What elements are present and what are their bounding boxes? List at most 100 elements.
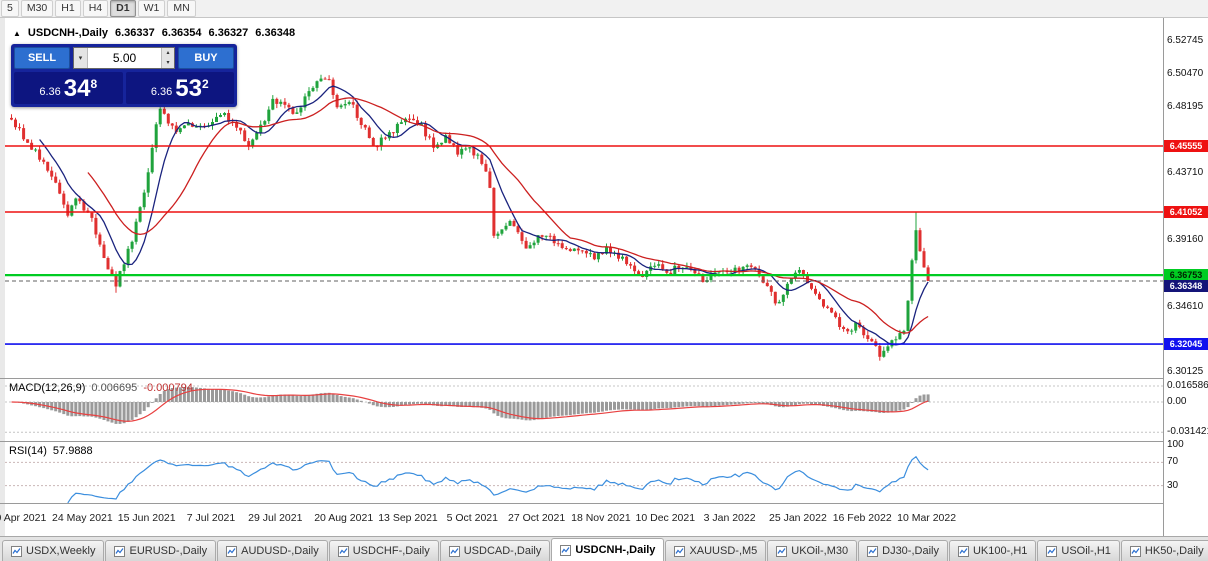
ohlc-close-value: 6.36348 <box>255 27 296 39</box>
sell-price-display[interactable]: 6.36 34 8 <box>14 72 123 104</box>
time-axis-label: 3 Jan 2022 <box>703 512 756 524</box>
ohlc-low-value: 6.36327 <box>208 27 249 39</box>
macd-level-lines <box>5 385 1163 433</box>
time-axis-label: 16 Feb 2022 <box>832 512 892 524</box>
tab-label: AUDUSD-,Daily <box>241 545 319 557</box>
timeframe-button-h1[interactable]: H1 <box>55 0 81 17</box>
pane-separator[interactable] <box>0 378 1208 379</box>
price-level-badge: 6.36753 <box>1164 269 1208 282</box>
volume-up-button[interactable]: ▴ <box>161 48 174 58</box>
tab-label: USDCAD-,Daily <box>463 545 542 557</box>
chart-tab-usoil-h1[interactable]: USOil-,H1 <box>1037 540 1120 561</box>
sell-button[interactable]: SELL <box>14 47 70 69</box>
price-level-badge: 6.36348 <box>1164 280 1208 292</box>
price-axis[interactable]: 6.52745 6.50470 6.48195 6.43710 6.39160 6.346… <box>1164 18 1208 536</box>
tab-chart-icon <box>957 545 969 557</box>
chart-tabs-bar: USDX,Weekly EURUSD-,Daily AUDUSD-,Daily USD… <box>0 536 1208 561</box>
timeframe-button-d1[interactable]: D1 <box>110 0 136 17</box>
timeframe-button-m30[interactable]: M30 <box>20 0 54 17</box>
time-axis-label: 7 Jul 2021 <box>186 512 236 524</box>
buy-price-display[interactable]: 6.36 53 2 <box>125 72 234 104</box>
tab-chart-icon <box>560 544 572 556</box>
one-click-trading-panel: SELL ▾ 5.00 ▴ ▾ BUY 6.36 34 8 <box>11 44 237 107</box>
time-axis-label: 13 Sep 2021 <box>378 512 438 524</box>
tab-chart-icon <box>114 545 126 557</box>
price-axis-label: 6.50470 <box>1167 67 1204 79</box>
volume-control: ▾ 5.00 ▴ ▾ <box>73 47 175 69</box>
macd-main-value: 0.006695 <box>91 382 138 394</box>
price-level-badge: 6.45555 <box>1164 140 1208 152</box>
tab-label: EURUSD-,Daily <box>129 545 208 557</box>
macd-signal-line <box>11 388 929 422</box>
volume-down-button[interactable]: ▾ <box>161 58 174 68</box>
price-axis-label: 6.39160 <box>1167 233 1204 245</box>
chart-tab-audusd-daily[interactable]: AUDUSD-,Daily <box>217 540 328 561</box>
chart-tab-usdcad-daily[interactable]: USDCAD-,Daily <box>439 540 551 561</box>
tab-label: HK50-,Daily <box>1144 545 1204 557</box>
buy-button[interactable]: BUY <box>178 47 234 69</box>
chart-tab-hk50-daily[interactable]: HK50-,Daily <box>1120 540 1208 561</box>
chart-tab-usdx-weekly[interactable]: USDX,Weekly <box>2 540 105 561</box>
tab-label: XAUUSD-,M5 <box>689 545 758 557</box>
ohlc-high-value: 6.36354 <box>161 27 202 39</box>
rsi-level-lines <box>5 461 1163 487</box>
chart-tab-ukoil-m30[interactable]: UKOil-,M30 <box>767 540 858 561</box>
price-chart-pane[interactable]: ▲ USDCNH-,Daily 6.36337 6.36354 6.36327 … <box>5 18 1163 378</box>
tab-chart-icon <box>867 545 879 557</box>
pane-separator[interactable] <box>0 441 1208 442</box>
time-axis-separator <box>0 503 1208 504</box>
macd-canvas <box>5 385 1163 433</box>
time-axis-label: 10 Mar 2022 <box>897 512 957 524</box>
sell-price-small-digits: 6.36 <box>39 86 61 98</box>
chart-tab-xauusd-m5[interactable]: XAUUSD-,M5 <box>665 540 767 561</box>
sell-price-big-digits: 34 <box>63 75 91 102</box>
volume-dropdown-icon[interactable]: ▾ <box>74 48 88 68</box>
rsi-label-row: RSI(14) 57.9888 <box>9 445 93 457</box>
timeframe-button-w1[interactable]: W1 <box>137 0 166 17</box>
rsi-canvas <box>5 455 1163 503</box>
price-level-badge: 6.41052 <box>1164 206 1208 218</box>
time-axis-label: 18 Nov 2021 <box>571 512 631 524</box>
tab-chart-icon <box>1046 545 1058 557</box>
chart-tab-uk100-h1[interactable]: UK100-,H1 <box>948 540 1037 561</box>
rsi-axis-label: 30 <box>1167 479 1179 491</box>
chart-tab-eurusd-daily[interactable]: EURUSD-,Daily <box>105 540 217 561</box>
timeframe-button-5[interactable]: 5 <box>1 0 19 17</box>
time-axis-label: 25 Jan 2022 <box>768 512 827 524</box>
macd-indicator-pane[interactable]: MACD(12,26,9) 0.006695 -0.000794 <box>5 379 1163 441</box>
ma-8-line <box>39 85 929 346</box>
time-axis-label: 5 Oct 2021 <box>446 512 498 524</box>
collapse-trade-panel-icon[interactable]: ▲ <box>13 28 21 38</box>
tab-chart-icon <box>11 545 22 557</box>
tab-chart-icon <box>337 545 349 557</box>
chart-tab-dj30-daily[interactable]: DJ30-,Daily <box>858 540 948 561</box>
buy-price-pip-digit: 2 <box>201 77 209 91</box>
time-axis-label: 29 Jul 2021 <box>248 512 303 524</box>
chart-tab-usdcnh-daily[interactable]: USDCNH-,Daily <box>551 538 665 561</box>
tab-label: DJ30-,Daily <box>882 545 939 557</box>
time-axis-label: 10 Dec 2021 <box>635 512 696 524</box>
price-axis-label: 6.48195 <box>1167 101 1204 113</box>
tab-chart-icon <box>674 545 686 557</box>
tab-label: UKOil-,M30 <box>791 545 849 557</box>
time-axis[interactable]: 30 Apr 2021 24 May 2021 15 Jun 2021 7 Jul 2… <box>0 504 1163 536</box>
timeframe-button-mn[interactable]: MN <box>167 0 196 17</box>
chart-title: ▲ USDCNH-,Daily 6.36337 6.36354 6.36327 … <box>13 27 295 39</box>
buy-price-small-digits: 6.36 <box>150 86 173 98</box>
tab-chart-icon <box>448 545 460 557</box>
rsi-indicator-pane[interactable]: RSI(14) 57.9888 <box>5 442 1163 503</box>
ma-20-line <box>87 97 929 334</box>
volume-input[interactable]: 5.00 <box>88 48 161 68</box>
rsi-line <box>67 455 929 503</box>
time-axis-label: 15 Jun 2021 <box>117 512 176 524</box>
tab-label: UK100-,H1 <box>972 545 1028 557</box>
chart-tab-usdchf-daily[interactable]: USDCHF-,Daily <box>328 540 439 561</box>
price-axis-label: 6.52745 <box>1167 34 1204 46</box>
ohlc-open-value: 6.36337 <box>115 27 155 39</box>
macd-label-row: MACD(12,26,9) 0.006695 -0.000794 <box>9 382 193 394</box>
price-chart-canvas[interactable] <box>5 18 1163 378</box>
macd-axis-label: 0.016586 <box>1167 380 1208 391</box>
sell-price-pip-digit: 8 <box>90 77 98 91</box>
timeframe-button-h4[interactable]: H4 <box>82 0 109 17</box>
window-left-edge <box>0 18 5 536</box>
